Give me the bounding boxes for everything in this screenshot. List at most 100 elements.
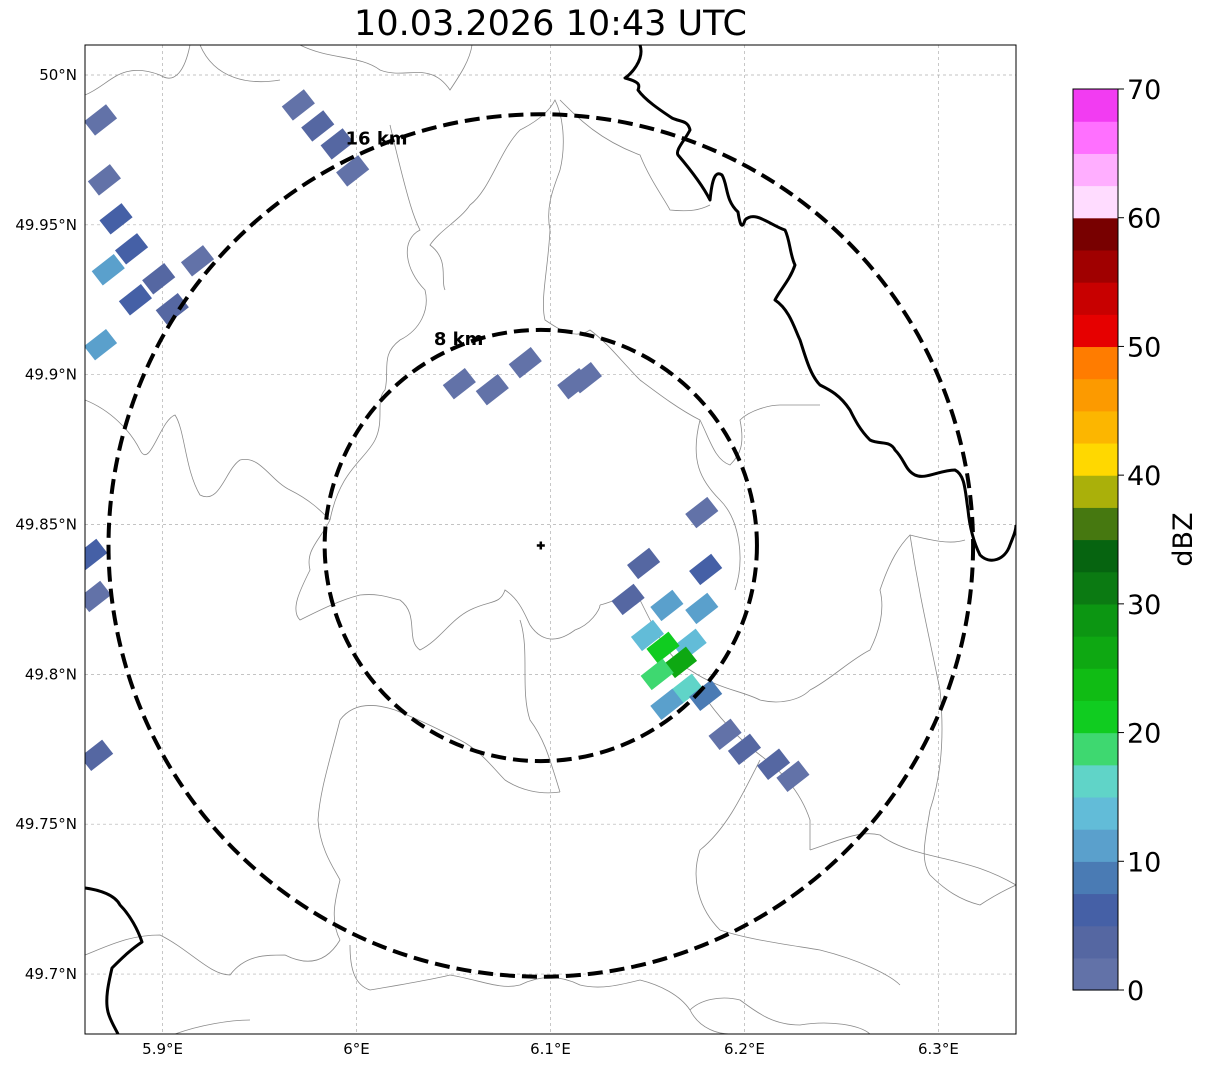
map-area[interactable] [74,44,1017,1035]
lat-tick-label: 49.95°N [15,216,77,234]
echo-cell [91,254,125,286]
colorbar-segment [1073,410,1118,444]
echo-cell [142,263,176,295]
colorbar-segment [1073,442,1118,476]
echo-cell [685,496,719,529]
admin-boundaries [85,45,1016,1034]
echo-cell [475,373,509,406]
colorbar-segment [1073,153,1118,187]
echo-cell [630,619,665,652]
echo-cell [756,748,791,780]
colorbar-unit-label: dBZ [1168,512,1199,566]
latitude-axis: 50°N 49.95°N 49.9°N 49.85°N 49.8°N 49.75°N 49.… [15,66,77,983]
range-ring-label: 16 km [346,128,408,149]
lat-tick-label: 49.7°N [25,965,77,983]
colorbar-segment [1073,217,1118,251]
echo-cell [568,361,602,394]
gridlines [85,45,1016,1034]
echo-cell [281,89,315,121]
echo-cell [627,547,661,580]
echo-cell [180,245,215,277]
colorbar-segment [1073,668,1118,701]
lat-tick-label: 49.85°N [15,516,77,534]
colorbar-segment [1073,571,1118,605]
range-ring [106,112,976,979]
colorbar-segment [1073,764,1118,798]
colorbar-segment [1073,282,1118,315]
reflectivity-echoes [85,89,810,792]
colorbar-segment [1073,957,1118,991]
echo-cell [640,658,674,691]
lon-tick-label: 6.3°E [918,1040,959,1058]
colorbar-segment [1073,346,1118,380]
echo-cell [85,328,118,361]
echo-cell [301,110,335,142]
echo-cell [708,718,742,751]
echo-cell [85,538,108,571]
colorbar-segment [1073,603,1118,637]
echo-cell [85,104,118,136]
colorbar-segment [1073,732,1118,766]
colorbar-tick-label: 70 [1127,75,1161,106]
colorbar-segment [1073,314,1118,348]
colorbar-segment [1073,893,1118,927]
colorbar-tick-label: 50 [1127,332,1161,363]
colorbar-tick-label: 20 [1127,719,1161,750]
echo-cell [776,760,810,792]
echo-cell [650,589,684,622]
plot-title: 10.03.2026 10:43 UTC [354,4,747,44]
echo-cell [611,583,645,616]
lon-tick-label: 6.1°E [530,1040,571,1058]
colorbar-segment [1073,507,1118,541]
colorbar-frame [1072,88,1119,991]
colorbar-segment [1073,121,1118,154]
colorbar-segment [1073,829,1118,862]
echo-cell [650,688,684,721]
lat-tick-label: 49.75°N [15,815,77,833]
national-border-northeast [623,45,1016,562]
colorbar-segment [1073,700,1118,734]
radar-site-marker [536,541,545,550]
colorbar-tick-label: 10 [1127,847,1161,878]
colorbar-segment [1073,475,1118,508]
echo-cell [685,592,719,625]
echo-cell [689,679,723,712]
echo-cell [320,128,354,160]
map-frame [84,44,1017,1035]
national-border-southwest [85,886,144,1034]
colorbar-segment [1073,636,1118,669]
lat-tick-label: 49.9°N [25,366,77,384]
echo-cell [155,293,189,325]
colorbar-segment [1073,249,1118,283]
echo-cell [689,553,723,586]
echo-cell [87,164,121,196]
lat-tick-label: 50°N [39,66,77,84]
colorbar-segment [1073,539,1118,573]
colorbar-tick-label: 40 [1127,461,1161,492]
echo-cell [336,155,370,187]
echo-cell [508,346,542,379]
colorbar-tick-label: 60 [1127,204,1161,235]
echo-cell [118,284,153,316]
colorbar-tick-label: 30 [1127,590,1161,621]
colorbar-segment [1073,185,1118,219]
echo-cell [727,733,762,765]
echo-cell [442,367,476,400]
echo-cell [646,631,680,664]
lon-tick-label: 6°E [343,1040,370,1058]
echo-cell [99,203,133,235]
echo-cell [85,580,112,613]
lat-tick-label: 49.8°N [25,665,77,683]
colorbar-tick-label: 0 [1127,976,1144,1007]
colorbar-segment [1073,796,1118,830]
colorbar: 0 10 20 30 40 50 60 70 dBZ [1072,75,1199,1007]
lon-tick-label: 5.9°E [142,1040,183,1058]
range-ring [322,327,759,764]
colorbar-segment [1073,861,1118,895]
lon-tick-label: 6.2°E [724,1040,765,1058]
range-ring-labels: 8 km 16 km [346,128,484,350]
range-ring-label: 8 km [434,329,484,350]
echo-cell [85,739,114,771]
colorbar-segment [1073,378,1118,412]
longitude-axis: 5.9°E 6°E 6.1°E 6.2°E 6.3°E [142,1040,959,1058]
